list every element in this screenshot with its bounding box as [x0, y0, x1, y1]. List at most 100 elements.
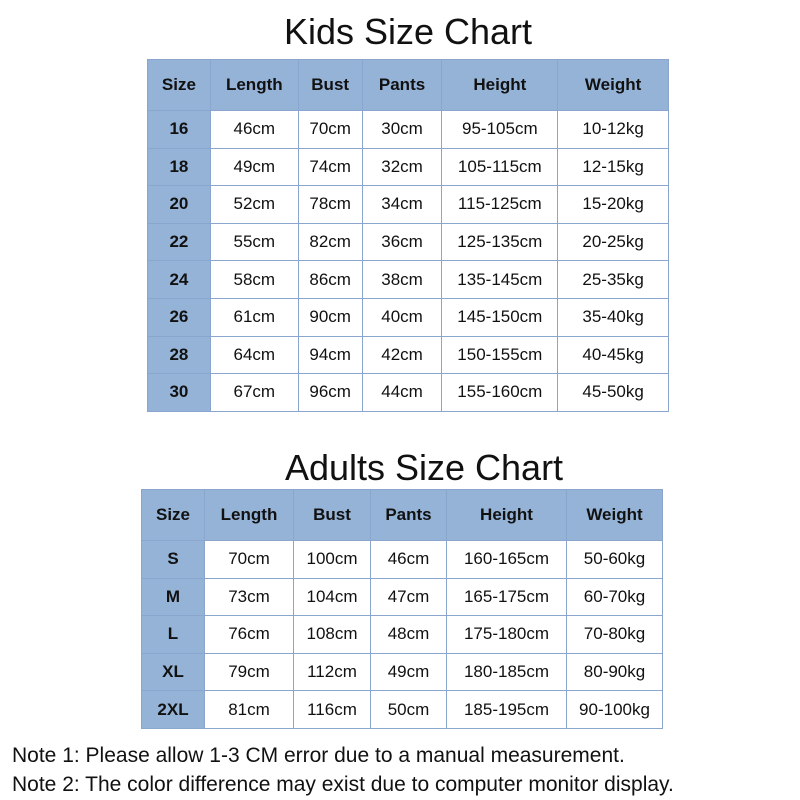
column-header-bust: Bust: [293, 489, 371, 541]
cell-length: 70cm: [204, 540, 294, 579]
cell-bust: 108cm: [293, 615, 371, 654]
column-header-length: Length: [204, 489, 294, 541]
size-cell: M: [141, 577, 205, 617]
table-row: 26 61cm 90cm 40cm 145-150cm 35-40kg: [147, 297, 669, 337]
cell-weight: 25-35kg: [557, 260, 669, 299]
column-header-pants: Pants: [370, 489, 447, 541]
cell-length: 55cm: [209, 222, 299, 262]
cell-height: 155-160cm: [441, 373, 559, 412]
cell-weight: 12-15kg: [557, 147, 669, 187]
cell-pants: 38cm: [361, 260, 443, 299]
column-header-pants: Pants: [361, 59, 443, 111]
cell-length: 46cm: [209, 110, 299, 149]
size-cell: 16: [147, 110, 211, 149]
cell-pants: 34cm: [361, 185, 443, 224]
cell-height: 125-135cm: [441, 222, 559, 262]
cell-weight: 20-25kg: [557, 222, 669, 262]
size-cell: 18: [147, 147, 211, 187]
cell-weight: 80-90kg: [566, 652, 663, 692]
table-row: 2XL 81cm 116cm 50cm 185-195cm 90-100kg: [141, 690, 663, 729]
cell-bust: 112cm: [293, 652, 371, 692]
cell-height: 165-175cm: [446, 577, 567, 617]
cell-pants: 40cm: [361, 297, 443, 337]
note-color-difference: Note 2: The color difference may exist d…: [12, 773, 674, 796]
cell-weight: 50-60kg: [566, 540, 663, 579]
cell-bust: 86cm: [297, 260, 363, 299]
cell-bust: 90cm: [297, 297, 363, 337]
cell-height: 135-145cm: [441, 260, 559, 299]
cell-height: 150-155cm: [441, 335, 559, 375]
cell-weight: 35-40kg: [557, 297, 669, 337]
column-header-bust: Bust: [297, 59, 363, 111]
size-cell: S: [141, 540, 205, 579]
table-row: S 70cm 100cm 46cm 160-165cm 50-60kg: [141, 540, 663, 579]
cell-weight: 10-12kg: [557, 110, 669, 149]
cell-bust: 70cm: [297, 110, 363, 149]
cell-weight: 60-70kg: [566, 577, 663, 617]
column-header-length: Length: [209, 59, 299, 111]
cell-length: 61cm: [209, 297, 299, 337]
cell-length: 52cm: [209, 185, 299, 224]
column-header-height: Height: [441, 59, 559, 111]
note-measurement-error: Note 1: Please allow 1-3 CM error due to…: [12, 744, 625, 767]
size-cell: 30: [147, 373, 211, 412]
cell-bust: 116cm: [293, 690, 371, 729]
adults-size-chart-title: Adults Size Chart: [284, 447, 564, 488]
cell-pants: 30cm: [361, 110, 443, 149]
size-cell: 24: [147, 260, 211, 299]
kids-size-chart-title: Kids Size Chart: [283, 11, 533, 52]
cell-height: 115-125cm: [441, 185, 559, 224]
table-row: M 73cm 104cm 47cm 165-175cm 60-70kg: [141, 577, 663, 617]
cell-pants: 42cm: [361, 335, 443, 375]
adults-size-table: Size Length Bust Pants Height Weight S 70cm 100c…: [141, 489, 663, 729]
header-row: Size Length Bust Pants Height Weight: [141, 489, 663, 541]
cell-height: 180-185cm: [446, 652, 567, 692]
cell-bust: 78cm: [297, 185, 363, 224]
cell-height: 185-195cm: [446, 690, 567, 729]
cell-weight: 15-20kg: [557, 185, 669, 224]
size-cell: 20: [147, 185, 211, 224]
cell-pants: 48cm: [370, 615, 447, 654]
table-row: 20 52cm 78cm 34cm 115-125cm 15-20kg: [147, 185, 669, 224]
size-cell: 26: [147, 297, 211, 337]
table-row: XL 79cm 112cm 49cm 180-185cm 80-90kg: [141, 652, 663, 692]
cell-height: 105-115cm: [441, 147, 559, 187]
cell-length: 79cm: [204, 652, 294, 692]
cell-length: 67cm: [209, 373, 299, 412]
table-row: 30 67cm 96cm 44cm 155-160cm 45-50kg: [147, 373, 669, 412]
cell-bust: 94cm: [297, 335, 363, 375]
cell-pants: 49cm: [370, 652, 447, 692]
cell-length: 49cm: [209, 147, 299, 187]
kids-size-table: Size Length Bust Pants Height Weight 16 46cm 70c…: [147, 59, 669, 412]
cell-pants: 44cm: [361, 373, 443, 412]
table-row: 18 49cm 74cm 32cm 105-115cm 12-15kg: [147, 147, 669, 187]
cell-length: 58cm: [209, 260, 299, 299]
column-header-weight: Weight: [566, 489, 663, 541]
size-cell: 28: [147, 335, 211, 375]
cell-bust: 100cm: [293, 540, 371, 579]
cell-height: 160-165cm: [446, 540, 567, 579]
cell-pants: 36cm: [361, 222, 443, 262]
cell-length: 76cm: [204, 615, 294, 654]
table-row: 22 55cm 82cm 36cm 125-135cm 20-25kg: [147, 222, 669, 262]
cell-bust: 96cm: [297, 373, 363, 412]
cell-weight: 40-45kg: [557, 335, 669, 375]
column-header-size: Size: [141, 489, 205, 541]
cell-bust: 74cm: [297, 147, 363, 187]
cell-height: 175-180cm: [446, 615, 567, 654]
cell-height: 95-105cm: [441, 110, 559, 149]
size-cell: 22: [147, 222, 211, 262]
cell-weight: 70-80kg: [566, 615, 663, 654]
cell-weight: 45-50kg: [557, 373, 669, 412]
table-row: L 76cm 108cm 48cm 175-180cm 70-80kg: [141, 615, 663, 654]
cell-pants: 50cm: [370, 690, 447, 729]
cell-pants: 46cm: [370, 540, 447, 579]
table-row: 24 58cm 86cm 38cm 135-145cm 25-35kg: [147, 260, 669, 299]
cell-height: 145-150cm: [441, 297, 559, 337]
cell-length: 81cm: [204, 690, 294, 729]
cell-bust: 82cm: [297, 222, 363, 262]
column-header-height: Height: [446, 489, 567, 541]
size-cell: L: [141, 615, 205, 654]
cell-weight: 90-100kg: [566, 690, 663, 729]
table-row: 28 64cm 94cm 42cm 150-155cm 40-45kg: [147, 335, 669, 375]
